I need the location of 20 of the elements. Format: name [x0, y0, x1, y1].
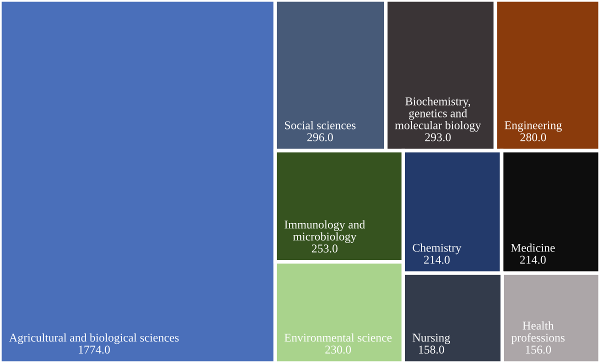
category-label: Agricultural and biological sciences — [9, 333, 179, 344]
category-label: Health professions — [511, 321, 565, 344]
category-label: Nursing — [412, 334, 450, 344]
data-label: 280.0 — [520, 133, 546, 142]
category-label: Medicine — [510, 243, 555, 252]
category-label: Social sciences — [284, 121, 356, 130]
data-label: 1774.0 — [78, 346, 110, 354]
data-label: 293.0 — [425, 133, 451, 142]
data-label: 156.0 — [526, 346, 551, 354]
category-label: Biochemistry, genetics and molecular biology — [395, 97, 481, 132]
data-label: 158.0 — [419, 346, 444, 354]
data-label: 253.0 — [312, 244, 338, 253]
category-label: Environmental science — [284, 333, 392, 342]
data-label: 214.0 — [424, 256, 450, 264]
category-label: Immunology and microbiology — [284, 220, 366, 243]
data-label: 230.0 — [325, 346, 351, 354]
data-label: 214.0 — [520, 256, 546, 264]
category-label: Engineering — [504, 121, 562, 132]
data-label: 296.0 — [307, 133, 333, 142]
category-label: Chemistry — [412, 243, 462, 254]
